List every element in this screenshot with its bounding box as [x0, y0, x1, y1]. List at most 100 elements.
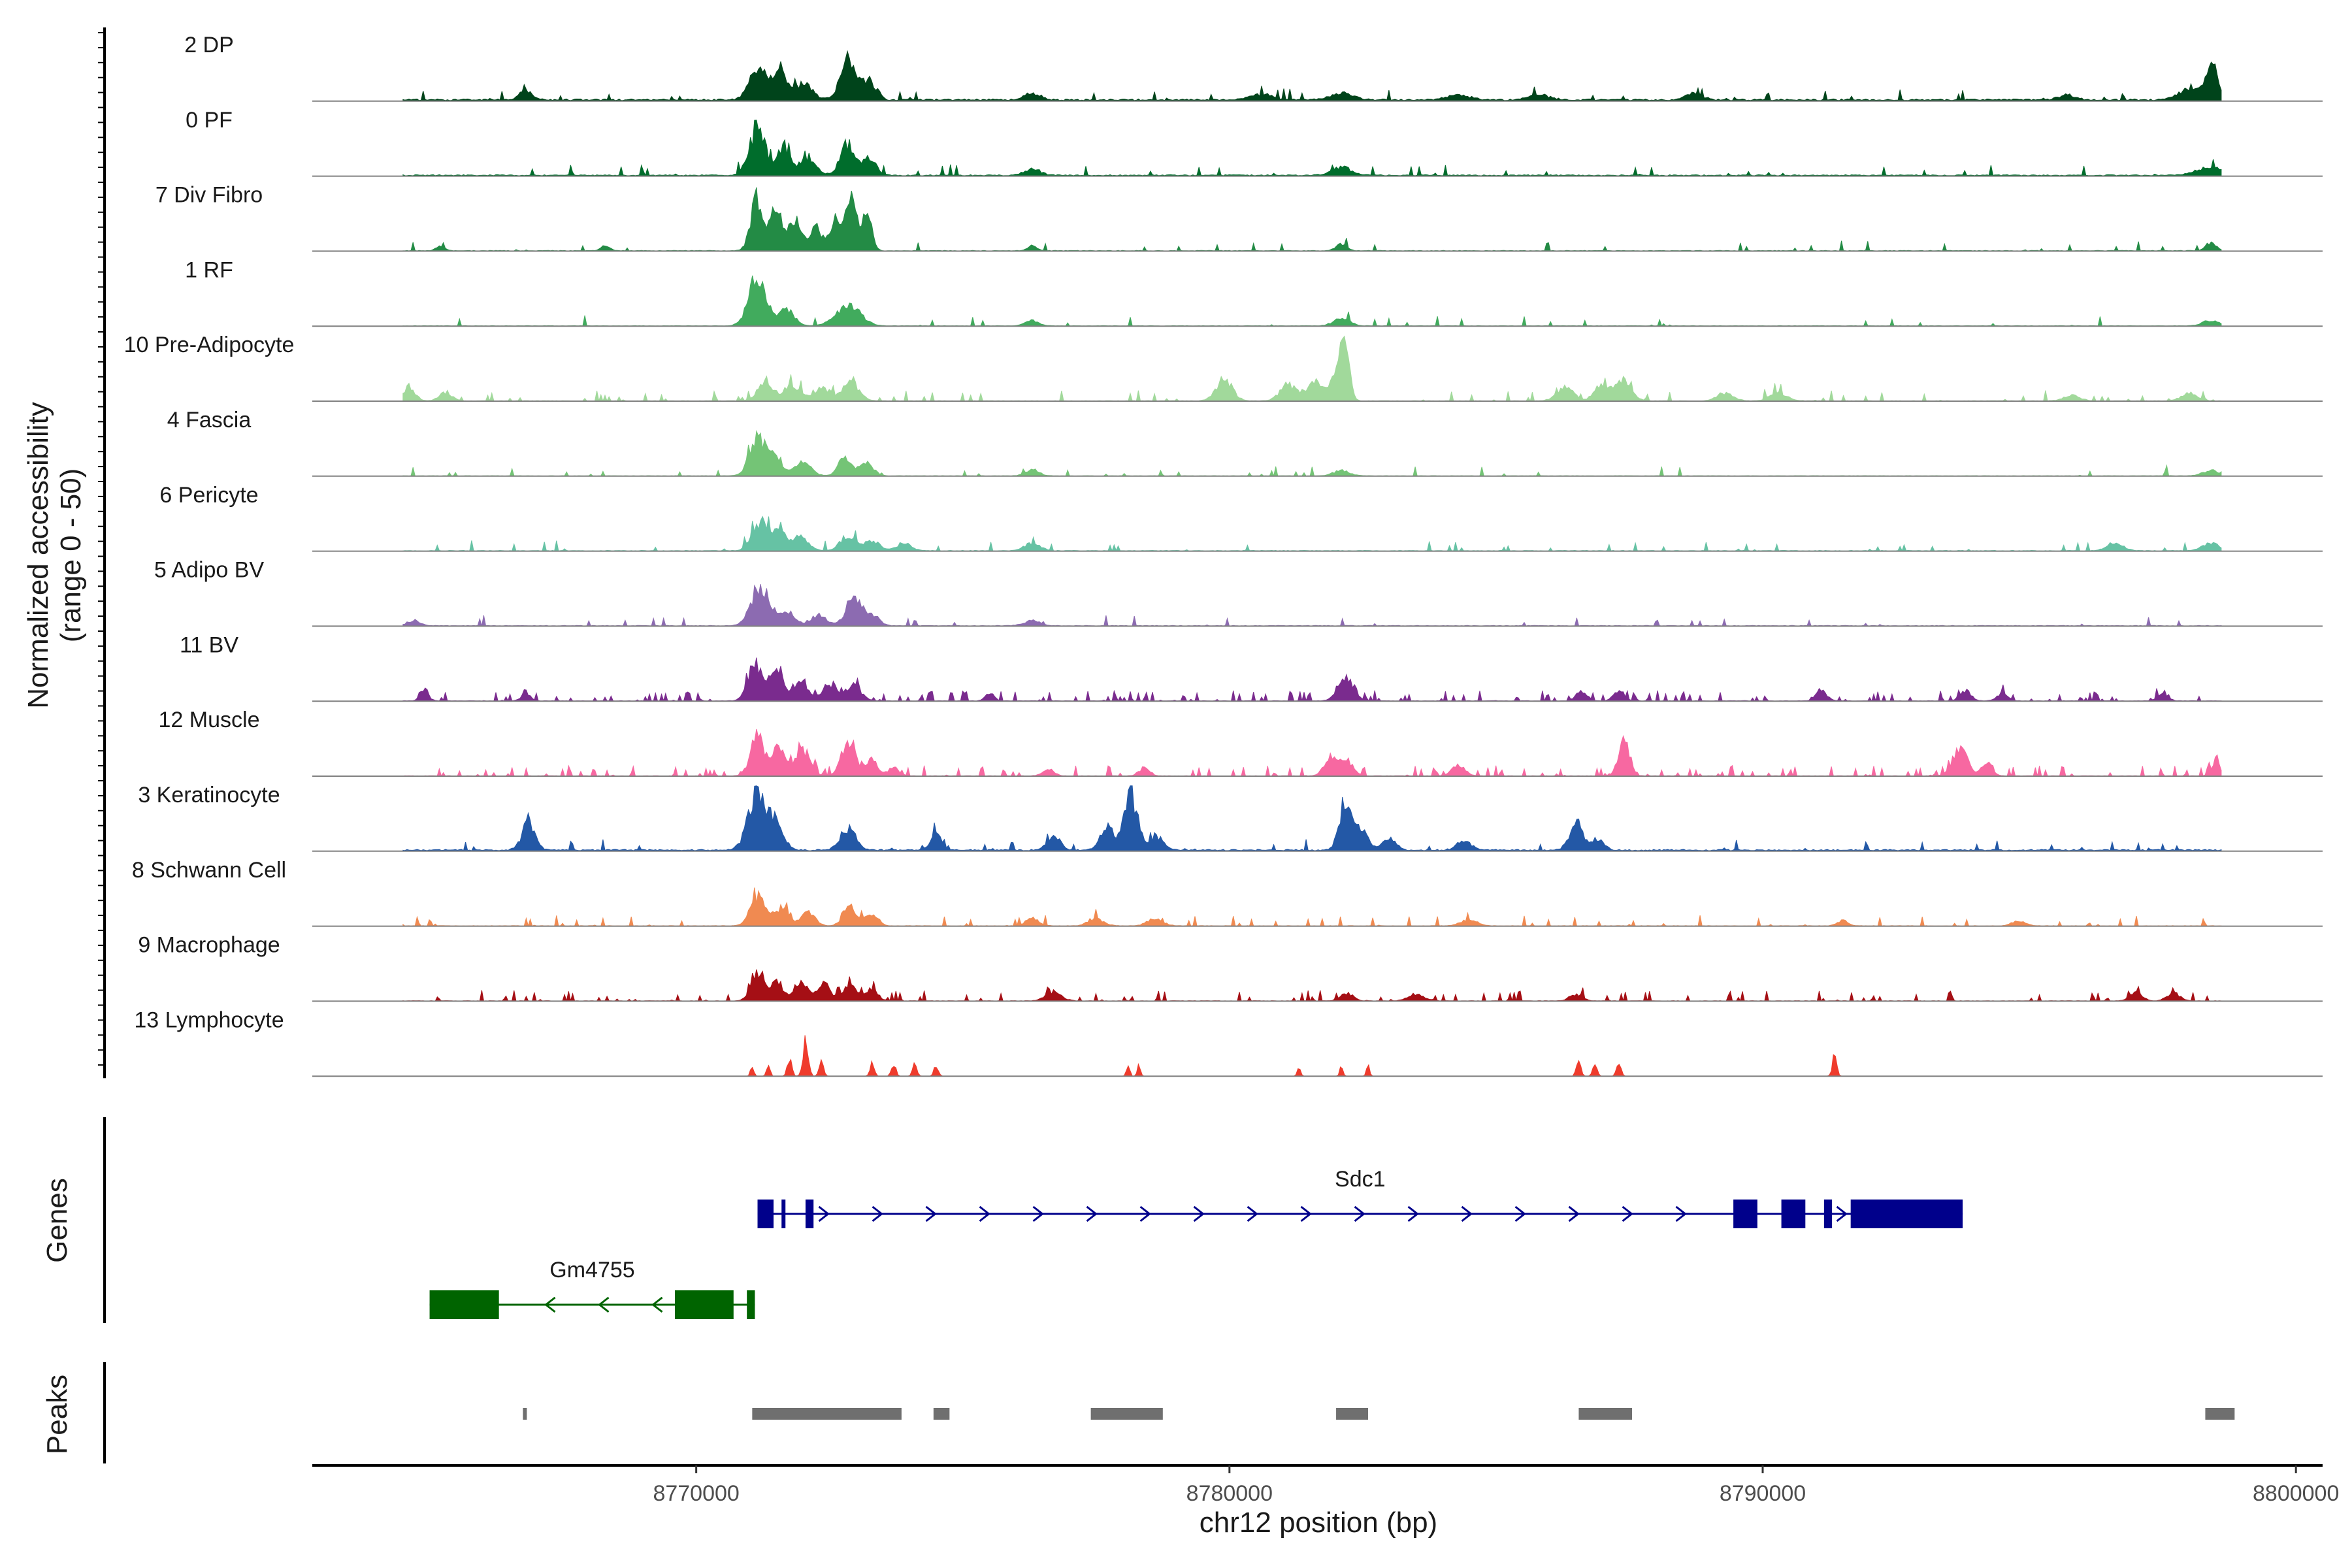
peak-region [523, 1408, 527, 1420]
track-label: 11 BV [180, 632, 238, 657]
strand-arrow [544, 1296, 556, 1313]
coverage-track: 13 Lymphocyte [134, 1007, 2323, 1077]
strand-arrow [925, 1205, 937, 1222]
strand-arrow [1086, 1205, 1098, 1222]
coverage-area [402, 1035, 2221, 1077]
y-axis-title-line2: (range 0 - 50) [55, 468, 87, 643]
peak-region [2205, 1408, 2235, 1420]
gene-exon [1733, 1200, 1757, 1228]
gene-name-label: Gm4755 [549, 1258, 634, 1282]
coverage-area [402, 887, 2222, 927]
coverage-track: 5 Adipo BV [154, 558, 2323, 627]
gene-exon [675, 1290, 734, 1319]
coverage-track: 10 Pre-Adipocyte [124, 333, 2323, 402]
x-axis: 8770000 8780000 8790000 8800000 chr12 posit… [312, 1464, 2339, 1539]
track-label: 8 Schwann Cell [132, 858, 286, 883]
strand-arrow [1032, 1205, 1044, 1222]
peaks-panel: Peaks [41, 1362, 2235, 1463]
peak-region [1090, 1408, 1163, 1420]
coverage-area [402, 728, 2222, 777]
gene-exon [757, 1200, 774, 1228]
strand-arrow [1407, 1205, 1419, 1222]
gene-name-label: Sdc1 [1335, 1167, 1386, 1192]
track-label: 13 Lymphocyte [134, 1007, 284, 1032]
track-label: 12 Muscle [159, 708, 260, 732]
gene-exon [1823, 1200, 1833, 1228]
peak-regions [523, 1408, 2235, 1420]
coverage-tracks: 2 DP 0 PF 7 Div Fibro 1 RF 10 Pre-Adipocyte 4… [124, 33, 2323, 1077]
x-tick-label: 8780000 [1186, 1481, 1273, 1506]
coverage-track: 6 Pericyte [159, 483, 2323, 552]
gene-model: Sdc1 [757, 1167, 1963, 1228]
coverage-area [402, 785, 2222, 852]
strand-arrow [1461, 1205, 1473, 1222]
coverage-area [402, 275, 2222, 327]
coverage-area [402, 969, 2222, 1002]
coverage-area [402, 120, 2222, 177]
coverage-track: 8 Schwann Cell [132, 858, 2323, 927]
peaks-row-label: Peaks [41, 1375, 73, 1454]
track-label: 5 Adipo BV [154, 558, 265, 583]
strand-arrow [872, 1205, 883, 1222]
strand-arrow [818, 1205, 830, 1222]
coverage-area [402, 515, 2222, 552]
gene-exon [1781, 1200, 1806, 1228]
x-axis-title: chr12 position (bp) [1200, 1507, 1437, 1539]
track-label: 9 Macrophage [138, 933, 280, 958]
coverage-area [402, 430, 2222, 477]
x-axis-ticks: 8770000 8780000 8790000 8800000 [653, 1465, 2339, 1506]
genes-row-label: Genes [41, 1178, 73, 1263]
coverage-area [402, 335, 2222, 402]
strand-arrow [1836, 1205, 1848, 1222]
genes-panel: Genes Sdc1 Gm4755 [41, 1117, 1963, 1323]
coverage-track: 12 Muscle [159, 708, 2323, 777]
peak-region [1578, 1408, 1633, 1420]
coverage-axis [98, 27, 106, 1079]
track-label: 4 Fascia [167, 408, 252, 433]
strand-arrow [651, 1296, 663, 1313]
x-tick-label: 8800000 [2253, 1481, 2339, 1506]
track-label: 6 Pericyte [159, 483, 258, 508]
gene-exon [429, 1290, 499, 1319]
coverage-area [402, 50, 2222, 102]
coverage-area [402, 187, 2222, 252]
gene-exon [781, 1200, 786, 1228]
coverage-track: 4 Fascia [167, 408, 2323, 477]
peak-region [1336, 1408, 1369, 1420]
y-axis-title: Normalized accessibility (range 0 - 50) [22, 402, 87, 708]
strand-arrow [1675, 1205, 1687, 1222]
track-label: 0 PF [186, 108, 233, 133]
gene-exon [1850, 1200, 1963, 1228]
coverage-track: 2 DP [184, 33, 2323, 102]
coverage-track: 3 Keratinocyte [138, 783, 2323, 852]
gene-models: Sdc1 Gm4755 [429, 1167, 1963, 1319]
strand-arrow [1193, 1205, 1205, 1222]
track-label: 7 Div Fibro [155, 183, 263, 208]
peak-region [933, 1408, 950, 1420]
x-tick-label: 8770000 [653, 1481, 739, 1506]
strand-arrow [1568, 1205, 1580, 1222]
gene-exon [805, 1200, 814, 1228]
y-axis-title-line1: Normalized accessibility [22, 402, 54, 708]
strand-arrow [1354, 1205, 1365, 1222]
strand-arrow [598, 1296, 610, 1313]
coverage-track: 9 Macrophage [138, 933, 2323, 1002]
strand-arrow [1139, 1205, 1151, 1222]
coverage-track: 1 RF [185, 257, 2323, 327]
strand-arrow [979, 1205, 990, 1222]
strand-arrow [1514, 1205, 1526, 1222]
strand-arrow [1622, 1205, 1633, 1222]
track-label: 3 Keratinocyte [138, 783, 280, 808]
gene-model: Gm4755 [429, 1258, 755, 1319]
gene-exon [747, 1290, 755, 1319]
x-tick-label: 8790000 [1720, 1481, 1806, 1506]
track-label: 10 Pre-Adipocyte [124, 333, 295, 357]
strand-arrow [1247, 1205, 1258, 1222]
coverage-area [402, 584, 2222, 627]
coverage-track: 11 BV [180, 632, 2323, 702]
peak-region [752, 1408, 902, 1420]
track-label: 1 RF [185, 257, 233, 282]
strand-arrow [1300, 1205, 1312, 1222]
coverage-track: 0 PF [186, 108, 2323, 177]
